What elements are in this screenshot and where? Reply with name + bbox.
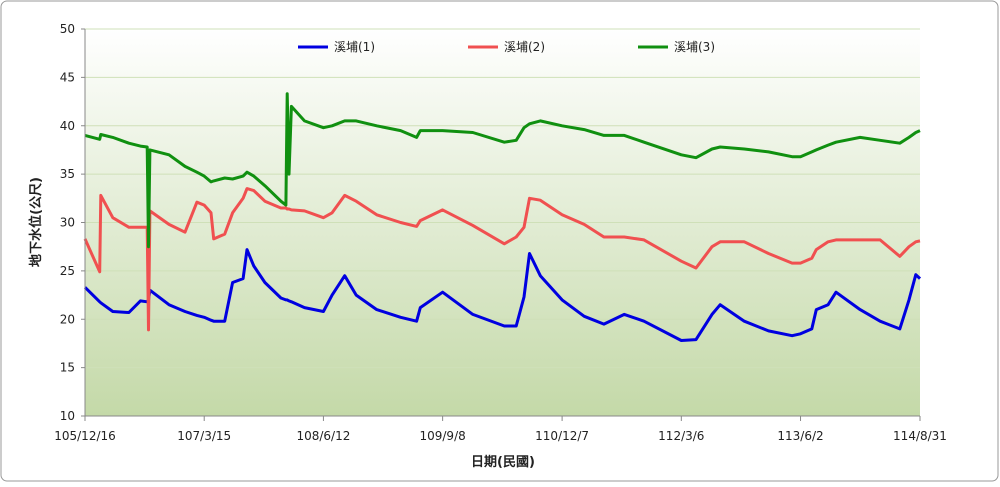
y-tick-label: 40 [60,119,75,133]
legend-label: 溪埔(2) [504,40,545,54]
x-tick-label: 109/9/8 [419,429,465,443]
x-tick-label: 112/3/6 [658,429,704,443]
y-tick-label: 20 [60,312,75,326]
x-tick-label: 114/8/31 [893,429,947,443]
y-axis-title: 地下水位(公尺) [28,177,44,267]
legend-label: 溪埔(3) [674,40,715,54]
series-line [83,187,921,332]
x-tick-label: 105/12/16 [54,429,116,443]
x-tick-label: 110/12/7 [535,429,589,443]
x-tick-label: 113/6/2 [777,429,823,443]
x-tick-label: 107/3/15 [177,429,231,443]
legend-label: 溪埔(1) [334,40,375,54]
x-tick-label: 108/6/12 [296,429,350,443]
y-tick-label: 50 [60,22,75,36]
y-tick-label: 45 [60,70,75,84]
series-line [83,248,922,342]
y-tick-label: 35 [60,167,75,181]
y-tick-label: 10 [60,409,75,423]
y-tick-label: 30 [60,216,75,230]
x-axis-title: 日期(民國) [471,455,535,470]
series-line [84,92,921,249]
y-tick-label: 15 [60,361,75,375]
y-tick-label: 25 [60,264,75,278]
